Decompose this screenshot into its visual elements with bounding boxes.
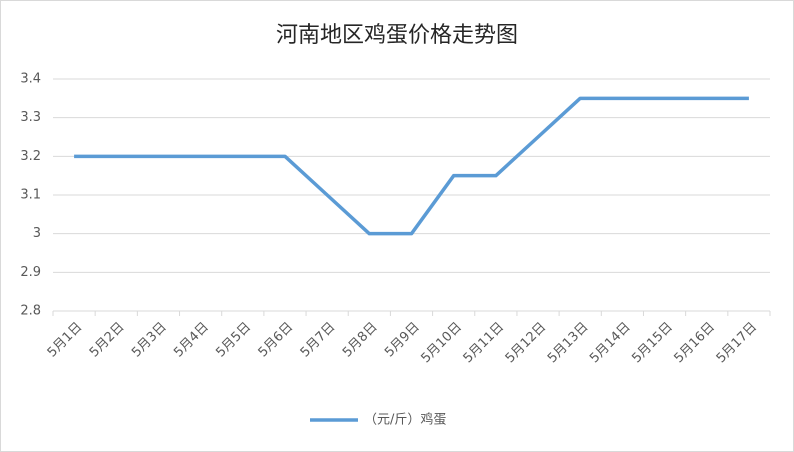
y-tick-label: 3.2	[20, 149, 41, 164]
y-tick-label: 3.1	[20, 188, 41, 203]
y-tick-label: 3.4	[20, 72, 41, 87]
y-tick-label: 2.9	[20, 265, 41, 280]
y-tick-label: 3	[33, 226, 41, 241]
y-tick-label: 3.3	[20, 110, 41, 125]
legend-label: （元/斤）鸡蛋	[364, 412, 446, 428]
series-line	[74, 96, 749, 236]
chart-title: 河南地区鸡蛋价格走势图	[276, 23, 518, 48]
y-tick-label: 2.8	[20, 304, 41, 319]
